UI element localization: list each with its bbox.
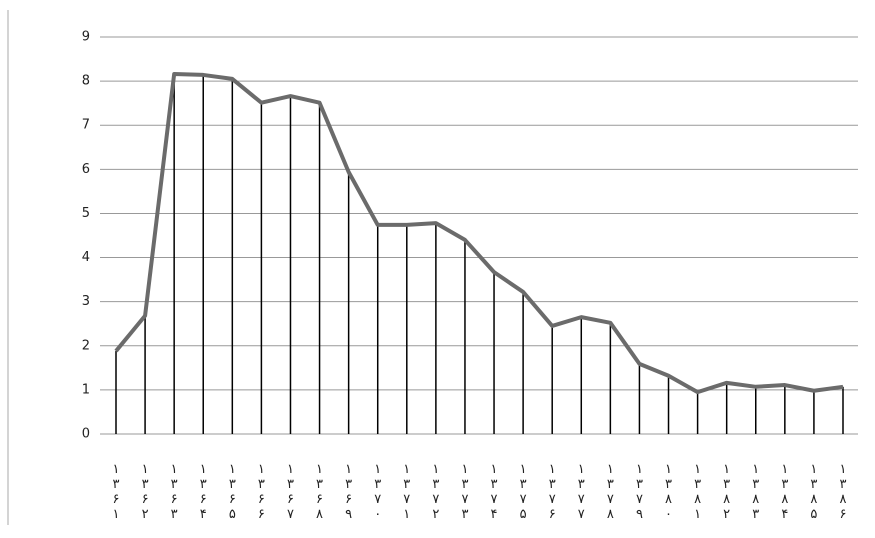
x-tick-label: ۱۳۶۸ bbox=[312, 462, 327, 522]
x-tick-label: ۱۳۶۳ bbox=[167, 462, 182, 522]
y-tick-label: 2 bbox=[82, 338, 90, 353]
y-tick-label: 7 bbox=[82, 118, 90, 133]
y-tick-label: 8 bbox=[82, 74, 90, 89]
x-tick-label: ۱۳۶۶ bbox=[254, 462, 269, 522]
x-tick-label: ۱۳۶۴ bbox=[196, 462, 211, 522]
x-tick-label: ۱۳۸۴ bbox=[777, 462, 792, 522]
x-tick-label: ۱۳۸۰ bbox=[661, 462, 676, 522]
x-tick-label: ۱۳۷۲ bbox=[428, 462, 443, 522]
y-tick-label: 4 bbox=[82, 250, 90, 265]
x-tick-label: ۱۳۸۳ bbox=[748, 462, 763, 522]
x-tick-label: ۱۳۸۲ bbox=[719, 462, 734, 522]
x-tick-label: ۱۳۶۹ bbox=[341, 462, 356, 522]
x-tick-label: ۱۳۶۷ bbox=[283, 462, 298, 522]
x-tick-label: ۱۳۷۹ bbox=[632, 462, 647, 522]
x-tick-label: ۱۳۶۲ bbox=[138, 462, 153, 522]
x-tick-label: ۱۳۶۱ bbox=[109, 462, 124, 522]
x-tick-label: ۱۳۷۸ bbox=[603, 462, 618, 522]
y-tick-label: 3 bbox=[82, 294, 90, 309]
x-tick-label: ۱۳۸۶ bbox=[836, 462, 851, 522]
x-tick-label: ۱۳۸۵ bbox=[806, 462, 821, 522]
y-tick-label: 9 bbox=[82, 30, 90, 45]
x-tick-label: ۱۳۶۵ bbox=[225, 462, 240, 522]
x-tick-label: ۱۳۷۴ bbox=[487, 462, 502, 522]
y-tick-label: 0 bbox=[82, 427, 90, 442]
x-tick-label: ۱۳۷۳ bbox=[457, 462, 472, 522]
x-tick-label: ۱۳۷۵ bbox=[516, 462, 531, 522]
x-tick-label: ۱۳۷۶ bbox=[545, 462, 560, 522]
x-tick-label: ۱۳۷۷ bbox=[574, 462, 589, 522]
x-tick-label: ۱۳۷۰ bbox=[370, 462, 385, 522]
x-tick-label: ۱۳۷۱ bbox=[399, 462, 414, 522]
y-tick-label: 1 bbox=[82, 382, 90, 397]
x-tick-label: ۱۳۸۱ bbox=[690, 462, 705, 522]
y-tick-label: 5 bbox=[82, 206, 90, 221]
y-tick-label: 6 bbox=[82, 162, 90, 177]
data-line bbox=[114, 72, 844, 395]
